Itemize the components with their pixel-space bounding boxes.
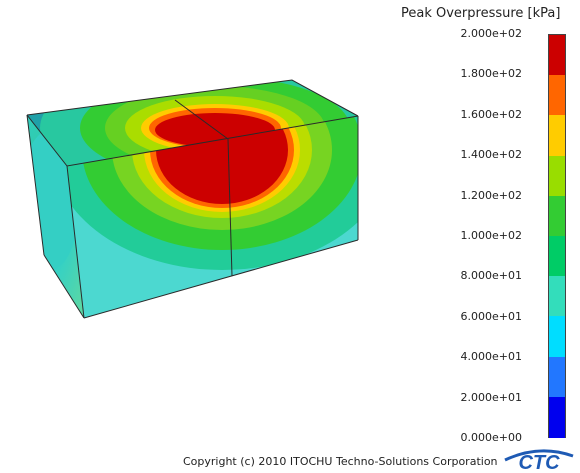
legend-tick-label: 1.000e+02	[460, 229, 522, 242]
pressure-box-visualization	[26, 79, 359, 319]
legend-tick-label: 1.200e+02	[460, 188, 522, 202]
legend-tick-label: 0.000e+00	[460, 431, 522, 444]
legend-color-bar	[548, 34, 566, 438]
legend-tick-label: 2.000e+01	[460, 390, 522, 404]
legend-color-segment	[549, 276, 565, 318]
legend-tick-label: 8.000e+01	[460, 269, 522, 283]
copyright-text: Copyright (c) 2010 ITOCHU Techno-Solutio…	[183, 455, 498, 468]
legend-color-segment	[549, 115, 565, 157]
legend-color-segment	[549, 75, 565, 117]
legend-tick-label: 4.000e+01	[460, 350, 522, 364]
box-front-face	[67, 116, 358, 318]
legend-title: Peak Overpressure [kPa]	[401, 6, 561, 21]
legend-color-segment	[549, 356, 565, 398]
legend-tick-label: 1.800e+02	[460, 67, 522, 81]
legend-tick-label: 2.000e+02	[460, 27, 522, 40]
legend-color-segment	[549, 316, 565, 358]
box-edges	[26, 79, 359, 319]
legend-color-segment	[549, 195, 565, 237]
legend-color-segment	[549, 396, 565, 438]
legend-tick-label: 6.000e+01	[460, 309, 522, 323]
legend-tick-label: 1.400e+02	[460, 148, 522, 162]
legend-color-segment	[549, 35, 565, 76]
legend-tick-label: 1.600e+02	[460, 107, 522, 121]
legend-color-segment	[549, 236, 565, 277]
logo-text: CTC	[518, 452, 560, 470]
ctc-logo: CTC	[504, 449, 574, 470]
legend-color-segment	[549, 155, 565, 197]
